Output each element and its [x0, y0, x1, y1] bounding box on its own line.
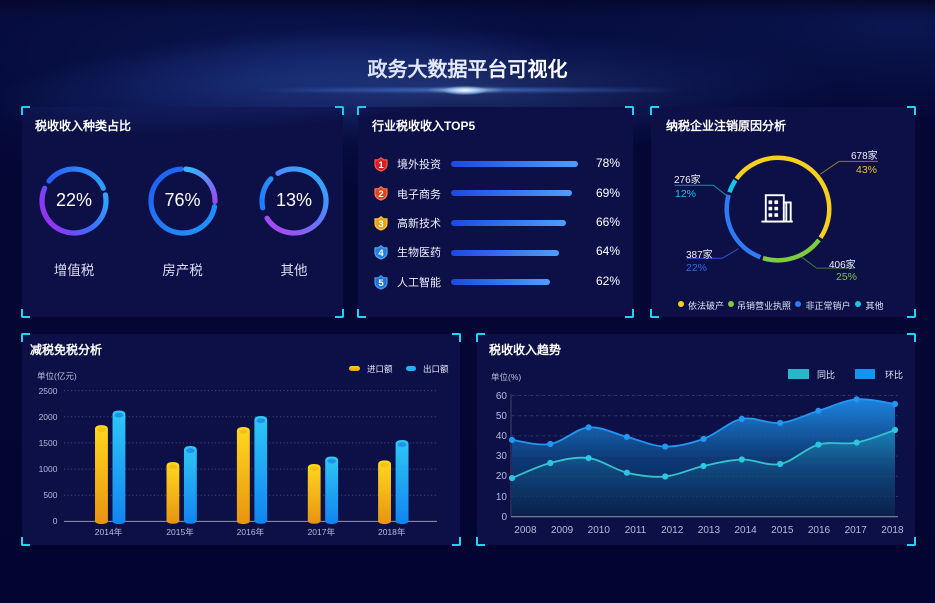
svg-text:4: 4 [378, 248, 384, 259]
svg-text:1: 1 [378, 160, 384, 171]
svg-text:3: 3 [378, 219, 383, 230]
svg-text:2: 2 [378, 189, 383, 200]
svg-text:5: 5 [378, 278, 384, 289]
